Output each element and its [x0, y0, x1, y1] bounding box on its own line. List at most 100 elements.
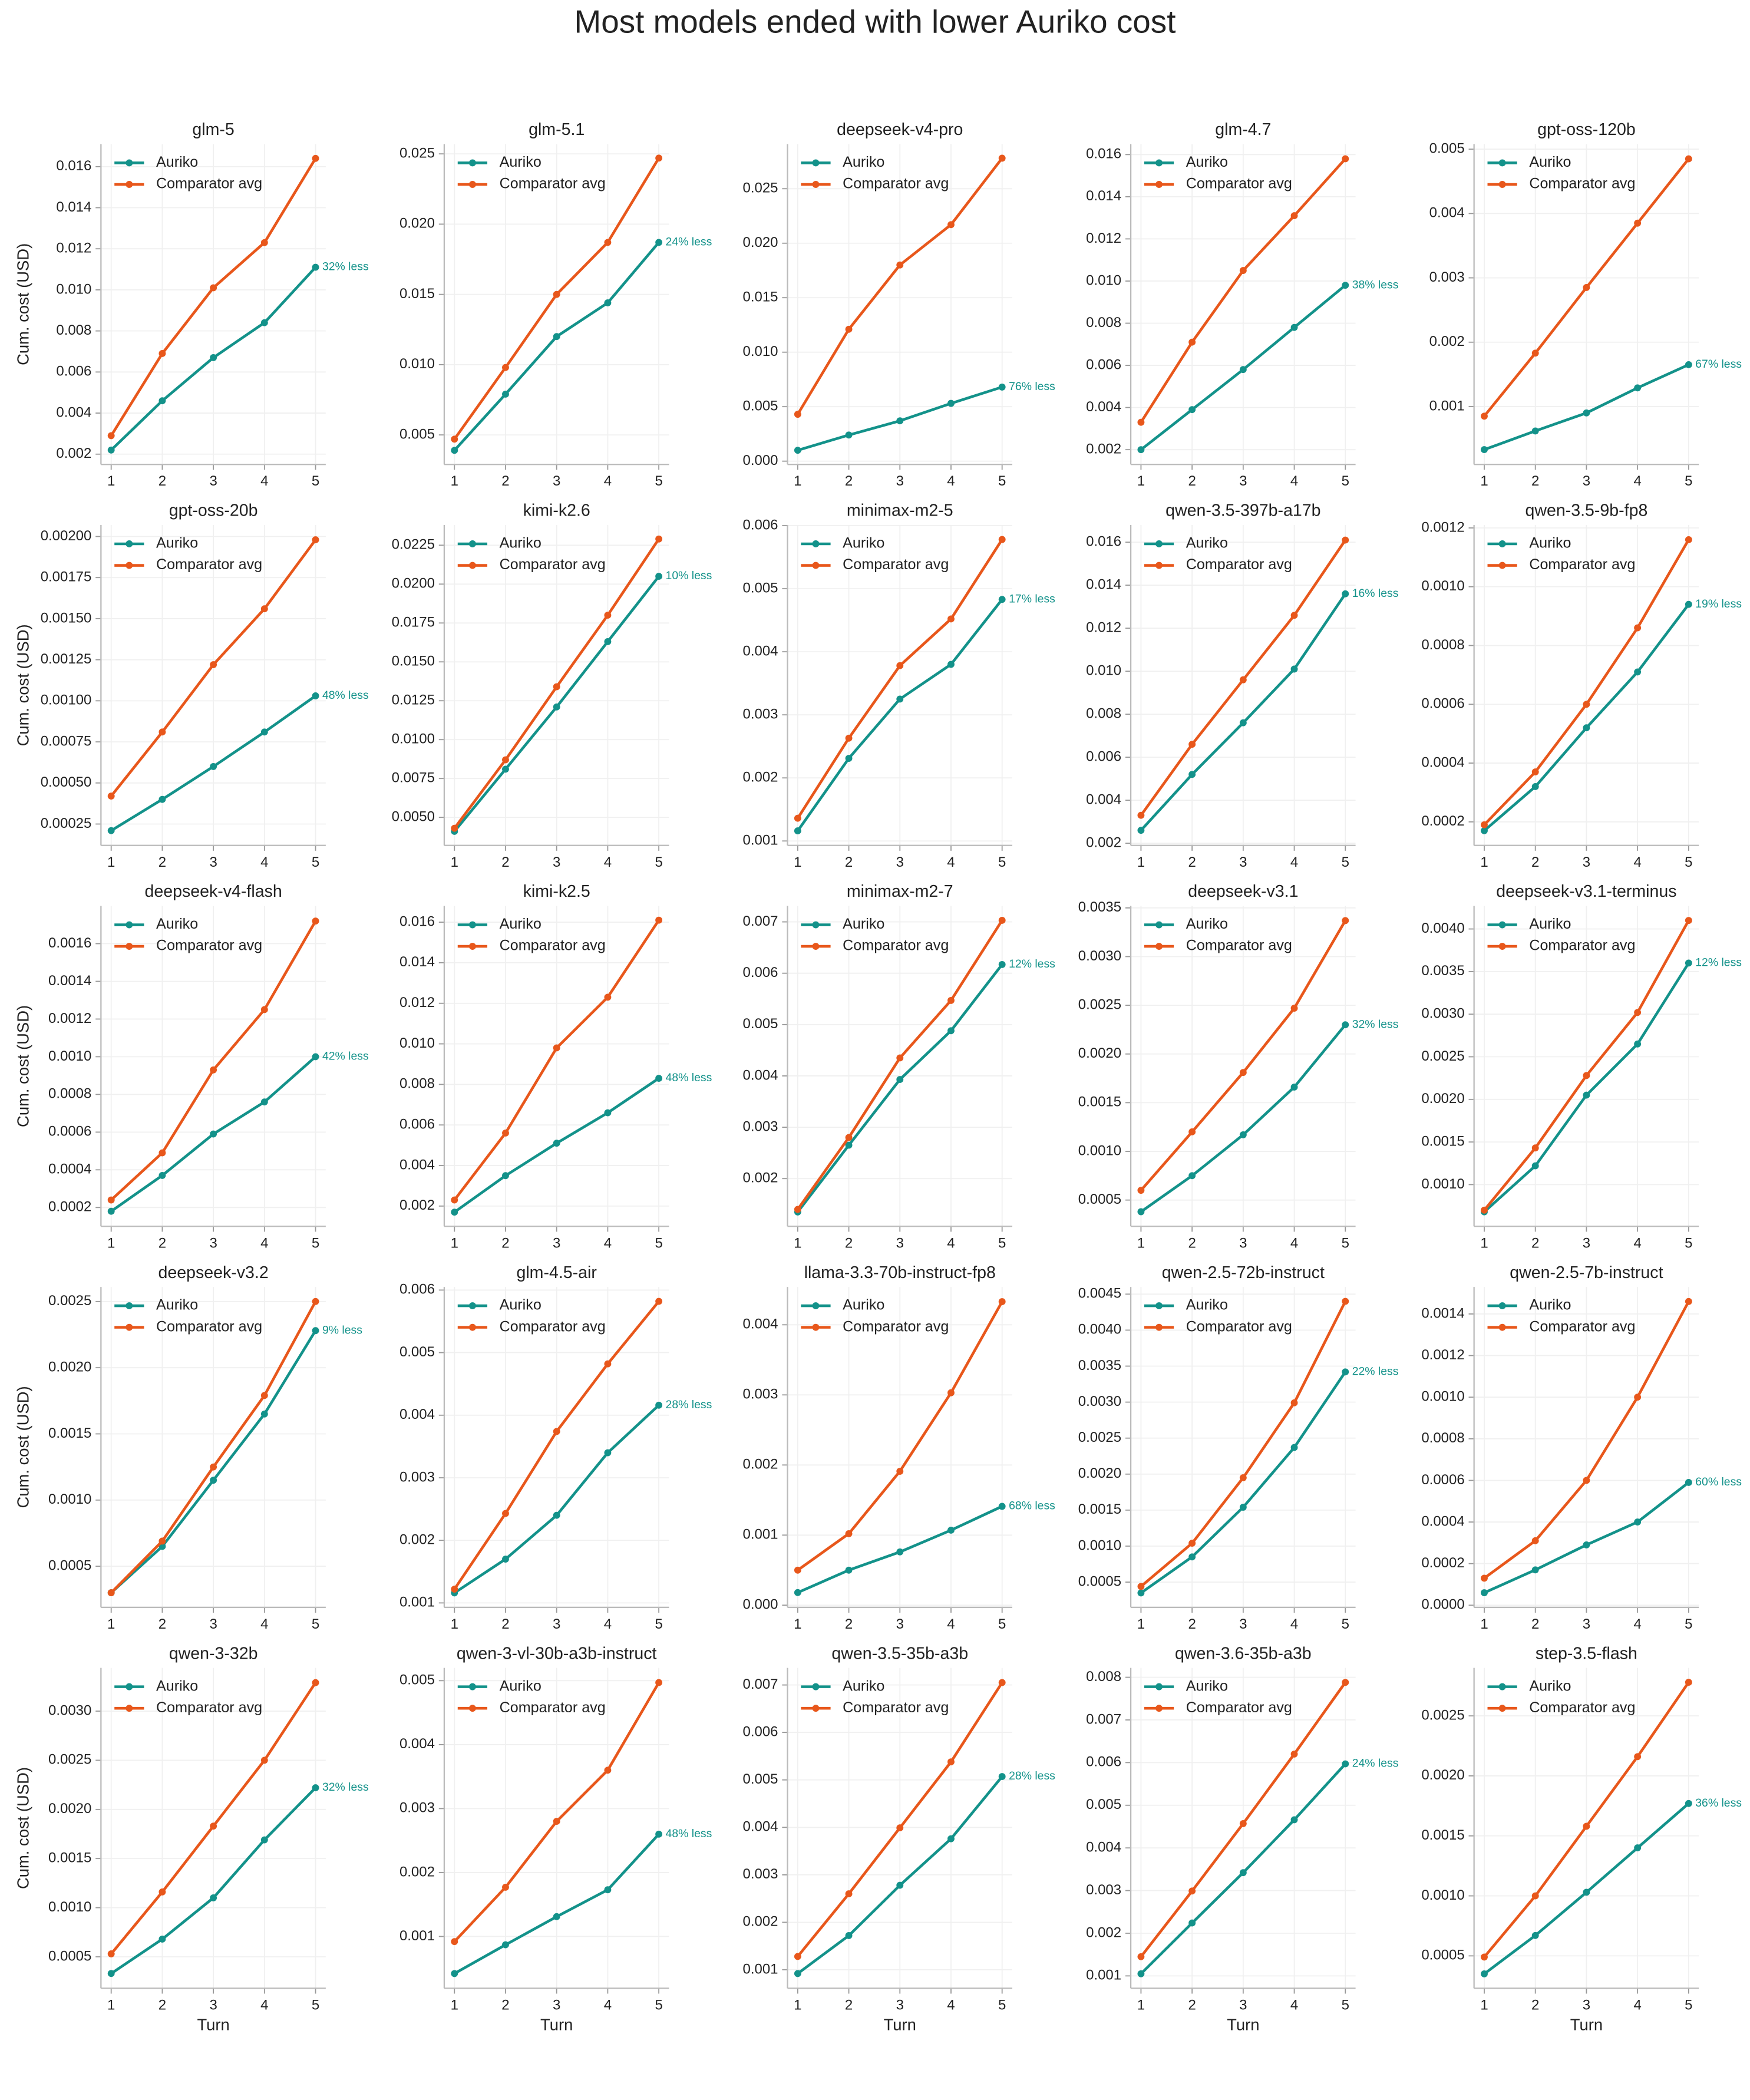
legend-label: Comparator avg	[1186, 1318, 1292, 1335]
point	[210, 762, 217, 770]
y-tick-label: 0.006	[399, 1117, 435, 1132]
point	[1239, 1869, 1247, 1877]
y-tick-label: 0.012	[399, 995, 435, 1011]
x-tick-label: 2	[159, 1235, 166, 1251]
point	[260, 1410, 268, 1418]
point	[896, 261, 904, 269]
legend-marker	[1155, 181, 1163, 188]
point	[1188, 741, 1196, 748]
point	[1685, 155, 1692, 163]
legend-marker	[1498, 1302, 1506, 1310]
annotation: 17% less	[1009, 592, 1055, 605]
point	[1685, 1679, 1692, 1686]
x-tick-label: 3	[896, 1235, 904, 1251]
point	[1685, 536, 1692, 543]
point	[1531, 1537, 1539, 1544]
point	[260, 1098, 268, 1106]
x-tick-label: 2	[845, 1616, 853, 1632]
legend-label: Auriko	[1186, 154, 1228, 170]
point	[451, 447, 458, 454]
point	[210, 1066, 217, 1074]
point	[947, 615, 955, 623]
x-tick-label: 2	[159, 473, 166, 489]
x-tick-label: 4	[604, 1235, 612, 1251]
y-tick-label: 0.0015	[1421, 1133, 1464, 1149]
y-tick-label: 0.005	[399, 426, 435, 442]
legend-marker	[1498, 1323, 1506, 1331]
y-tick-label: 0.012	[1086, 230, 1121, 246]
point	[604, 299, 612, 306]
point	[947, 1758, 955, 1766]
point	[553, 1818, 560, 1825]
x-tick-label: 3	[553, 1997, 560, 2013]
legend-label: Auriko	[500, 1678, 541, 1694]
point	[312, 1327, 319, 1335]
x-tick-label: 1	[451, 473, 458, 489]
y-tick-label: 0.016	[1086, 146, 1121, 162]
point	[210, 1894, 217, 1901]
legend-label: Auriko	[156, 1678, 198, 1694]
point	[845, 431, 853, 439]
annotation: 28% less	[666, 1398, 712, 1411]
x-tick-label: 3	[1239, 473, 1247, 489]
point	[655, 1075, 663, 1082]
point	[159, 728, 166, 736]
point	[998, 1503, 1006, 1510]
point	[553, 290, 560, 298]
y-tick-label: 0.0040	[1078, 1322, 1121, 1338]
point	[655, 1679, 663, 1686]
y-tick-label: 0.016	[399, 913, 435, 929]
point	[1342, 1679, 1349, 1686]
y-axis-label: Cum. cost (USD)	[14, 1386, 32, 1508]
legend-label: Auriko	[1186, 1297, 1228, 1313]
y-tick-label: 0.002	[1429, 334, 1465, 349]
point	[1342, 1021, 1349, 1029]
subplot-title: qwen-3.5-35b-a3b	[831, 1644, 968, 1663]
point	[312, 263, 319, 271]
x-tick-label: 4	[260, 1997, 268, 2013]
y-tick-label: 0.0008	[48, 1086, 91, 1102]
y-tick-label: 0.004	[743, 1819, 778, 1835]
point	[896, 1824, 904, 1832]
y-tick-label: 0.004	[1429, 205, 1465, 221]
point	[1239, 1474, 1247, 1481]
y-tick-label: 0.0035	[1078, 1358, 1121, 1373]
legend-marker	[126, 1683, 133, 1690]
x-tick-label: 4	[1633, 1616, 1641, 1632]
y-tick-label: 0.004	[1086, 1840, 1121, 1855]
point	[947, 1389, 955, 1396]
y-tick-label: 0.010	[399, 356, 435, 372]
legend-marker	[812, 1302, 820, 1310]
point	[1531, 1144, 1539, 1152]
x-tick-label: 3	[1239, 1997, 1247, 2013]
y-tick-label: 0.016	[56, 158, 91, 174]
point	[1685, 959, 1692, 967]
x-tick-label: 2	[501, 473, 509, 489]
point	[896, 1548, 904, 1556]
x-tick-label: 3	[209, 473, 217, 489]
y-tick-label: 0.004	[743, 1316, 778, 1332]
point	[1634, 1518, 1642, 1526]
y-tick-label: 0.005	[399, 1344, 435, 1360]
y-tick-label: 0.014	[1086, 577, 1121, 593]
legend-label: Auriko	[1186, 1678, 1228, 1694]
y-tick-label: 0.001	[743, 833, 778, 848]
legend-marker	[812, 562, 820, 569]
annotation: 48% less	[322, 689, 369, 702]
y-tick-label: 0.005	[743, 1771, 778, 1787]
y-tick-label: 0.00200	[41, 528, 92, 544]
point	[553, 703, 560, 711]
point	[1239, 366, 1247, 374]
point	[1342, 282, 1349, 289]
point	[947, 996, 955, 1004]
annotation: 38% less	[1352, 278, 1399, 291]
point	[1290, 1084, 1298, 1091]
point	[260, 728, 268, 736]
y-axis-label: Cum. cost (USD)	[14, 1767, 32, 1889]
y-tick-label: 0.0015	[1078, 1094, 1121, 1110]
y-tick-label: 0.0015	[48, 1850, 91, 1866]
point	[1137, 1970, 1145, 1977]
y-tick-label: 0.020	[399, 216, 435, 232]
point	[159, 795, 166, 803]
